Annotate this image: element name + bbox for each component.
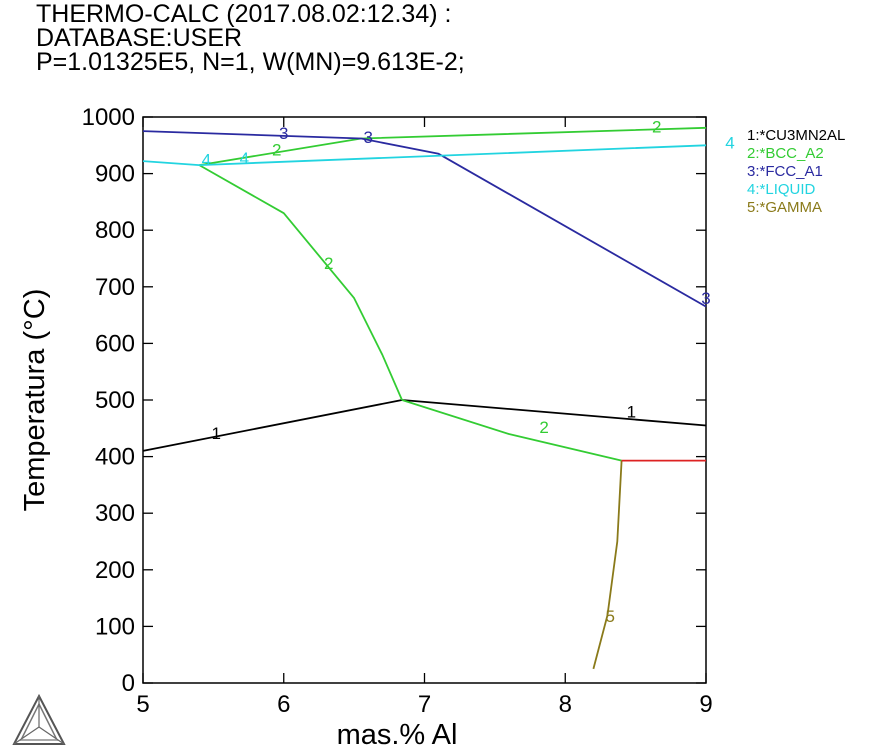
curve-number-label: 4 xyxy=(240,149,249,168)
legend-entry: 2:*BCC_A2 xyxy=(747,145,824,162)
phase-boundary-line xyxy=(142,399,403,452)
curve-number-label: 3 xyxy=(363,128,372,147)
y-tick-label: 200 xyxy=(95,557,135,584)
plot-border xyxy=(142,116,707,684)
curve-number-label: 4 xyxy=(725,133,734,152)
y-tick-label: 400 xyxy=(95,444,135,471)
legend-entry: 5:*GAMMA xyxy=(747,199,822,216)
phase-boundaries xyxy=(142,126,707,670)
curve-number-label: 2 xyxy=(272,140,281,159)
header-conditions-line: P=1.01325E5, N=1, W(MN)=9.613E-2; xyxy=(36,48,465,76)
x-tick-label: 9 xyxy=(699,691,712,718)
y-tick-label: 700 xyxy=(95,274,135,301)
plot-frame xyxy=(142,116,707,684)
curve-number-label: 1 xyxy=(627,402,636,421)
legend-entry: 4:*LIQUID xyxy=(747,181,816,198)
phase-boundary-line xyxy=(401,399,622,462)
phase-boundary-line xyxy=(592,460,623,670)
y-axis-title: Temperatura (°C) xyxy=(19,289,51,512)
x-tick-label: 5 xyxy=(136,691,149,718)
curve-number-label: 3 xyxy=(279,124,288,143)
phase-boundary-line xyxy=(142,130,707,308)
y-tick-label: 900 xyxy=(95,161,135,188)
y-tick-label: 300 xyxy=(95,500,135,527)
thermo-calc-triangle-logo-icon xyxy=(12,693,66,745)
phase-boundary-line xyxy=(142,144,707,167)
curve-number-label: 1 xyxy=(211,424,220,443)
x-axis: 5 6 7 8 9 xyxy=(136,117,713,718)
y-tick-label: 500 xyxy=(95,387,135,414)
x-tick-label: 7 xyxy=(418,691,431,718)
y-tick-label: 1000 xyxy=(82,104,135,131)
curve-number-label: 2 xyxy=(652,118,661,137)
phase-boundary-line xyxy=(401,399,707,427)
x-axis-title: mas.% Al xyxy=(337,719,458,751)
y-axis: 0 100 200 300 400 500 600 700 800 900 1000 xyxy=(82,104,706,697)
y-tick-label: 100 xyxy=(95,613,135,640)
legend: 1:*CU3MN2AL2:*BCC_A23:*FCC_A14:*LIQUID5:… xyxy=(747,127,845,216)
curve-number-label: 5 xyxy=(606,607,615,626)
curve-number-label: 2 xyxy=(539,418,548,437)
y-tick-label: 800 xyxy=(95,217,135,244)
diagram-header: THERMO-CALC (2017.08.02:12.34) : DATABAS… xyxy=(36,0,736,76)
x-tick-label: 8 xyxy=(559,691,572,718)
header-software-line: THERMO-CALC (2017.08.02:12.34) : xyxy=(36,0,452,28)
y-tick-label: 0 xyxy=(122,670,135,697)
curve-number-label: 2 xyxy=(324,254,333,273)
x-tick-label: 6 xyxy=(277,691,290,718)
header-database-line: DATABASE:USER xyxy=(36,24,243,52)
legend-entry: 1:*CU3MN2AL xyxy=(747,127,845,144)
y-tick-label: 600 xyxy=(95,330,135,357)
curve-number-label: 4 xyxy=(202,150,211,169)
phase-boundary-line xyxy=(198,164,403,401)
legend-entry: 3:*FCC_A1 xyxy=(747,163,823,180)
curve-number-label: 3 xyxy=(701,289,710,308)
